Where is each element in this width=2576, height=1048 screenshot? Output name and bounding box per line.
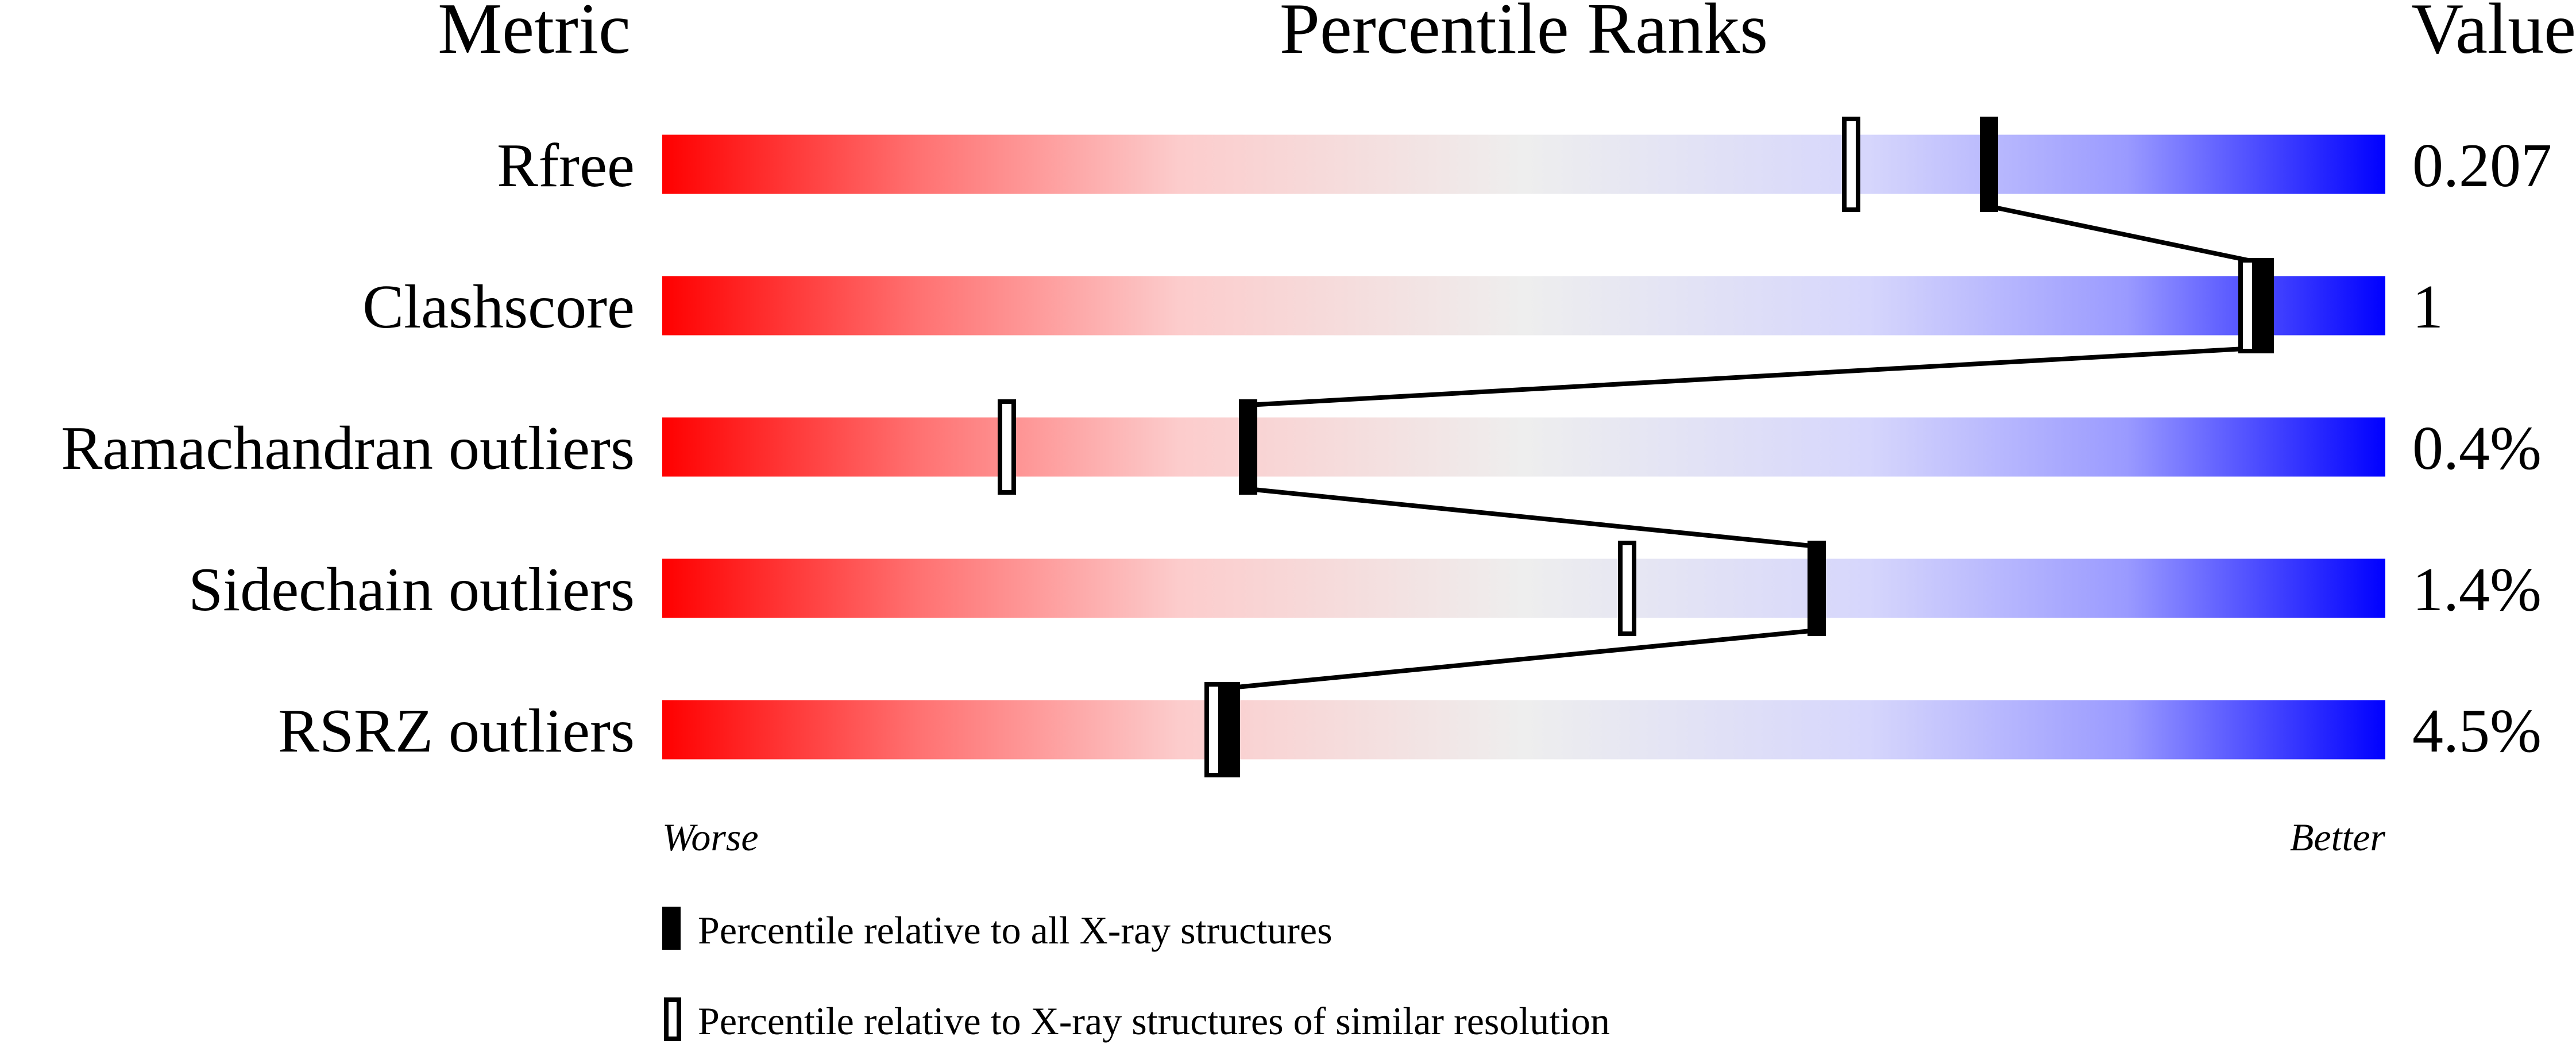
marker-all-structures	[1808, 541, 1826, 636]
marker-similar-resolution	[1842, 117, 1860, 212]
legend-label-similar: Percentile relative to X-ray structures …	[698, 999, 1610, 1043]
header-metric: Metric	[438, 0, 631, 69]
connector-line	[1230, 628, 1817, 690]
metric-value: 1	[2412, 273, 2443, 341]
metric-value: 0.207	[2412, 132, 2552, 200]
header-value: Value	[2411, 0, 2576, 69]
metric-row: RSRZ outliers 4.5%	[278, 697, 2542, 765]
legend-filled-marker	[662, 907, 681, 950]
marker-similar-resolution	[1204, 682, 1223, 777]
marker-all-structures	[2256, 258, 2274, 353]
metric-label: Ramachandran outliers	[61, 414, 635, 483]
metric-label: RSRZ outliers	[278, 697, 635, 765]
marker-similar-resolution	[2238, 258, 2257, 353]
metric-row: Ramachandran outliers 0.4%	[61, 414, 2542, 483]
legend-label-all: Percentile relative to all X-ray structu…	[698, 908, 1333, 952]
marker-all-structures	[1239, 399, 1257, 495]
connector-line	[1988, 204, 2265, 266]
percentile-bar	[662, 700, 2385, 760]
marker-similar-resolution	[1618, 541, 1636, 636]
metric-value: 1.4%	[2412, 556, 2542, 624]
metric-row: Clashscore 1	[362, 273, 2443, 341]
metric-value: 0.4%	[2412, 414, 2542, 483]
metric-row: Rfree 0.207	[497, 132, 2552, 200]
legend-open-marker	[664, 997, 681, 1041]
marker-all-structures	[1222, 682, 1240, 777]
marker-similar-resolution	[998, 399, 1016, 495]
metric-row: Sidechain outliers 1.4%	[188, 556, 2542, 624]
percentile-bar	[662, 558, 2385, 618]
header-percentile-ranks: Percentile Ranks	[1280, 0, 1768, 69]
connector-line	[1248, 345, 2265, 407]
percentile-bar	[662, 276, 2385, 336]
axis-label-better: Better	[2290, 815, 2386, 859]
marker-all-structures	[1980, 117, 1998, 212]
percentile-bar	[662, 417, 2385, 477]
metric-value: 4.5%	[2412, 697, 2542, 765]
connector-line	[1248, 487, 1817, 549]
metric-label: Clashscore	[362, 273, 635, 341]
percentile-bar	[662, 134, 2385, 194]
metric-label: Rfree	[497, 132, 635, 200]
metric-label: Sidechain outliers	[188, 556, 635, 624]
axis-label-worse: Worse	[662, 815, 759, 859]
